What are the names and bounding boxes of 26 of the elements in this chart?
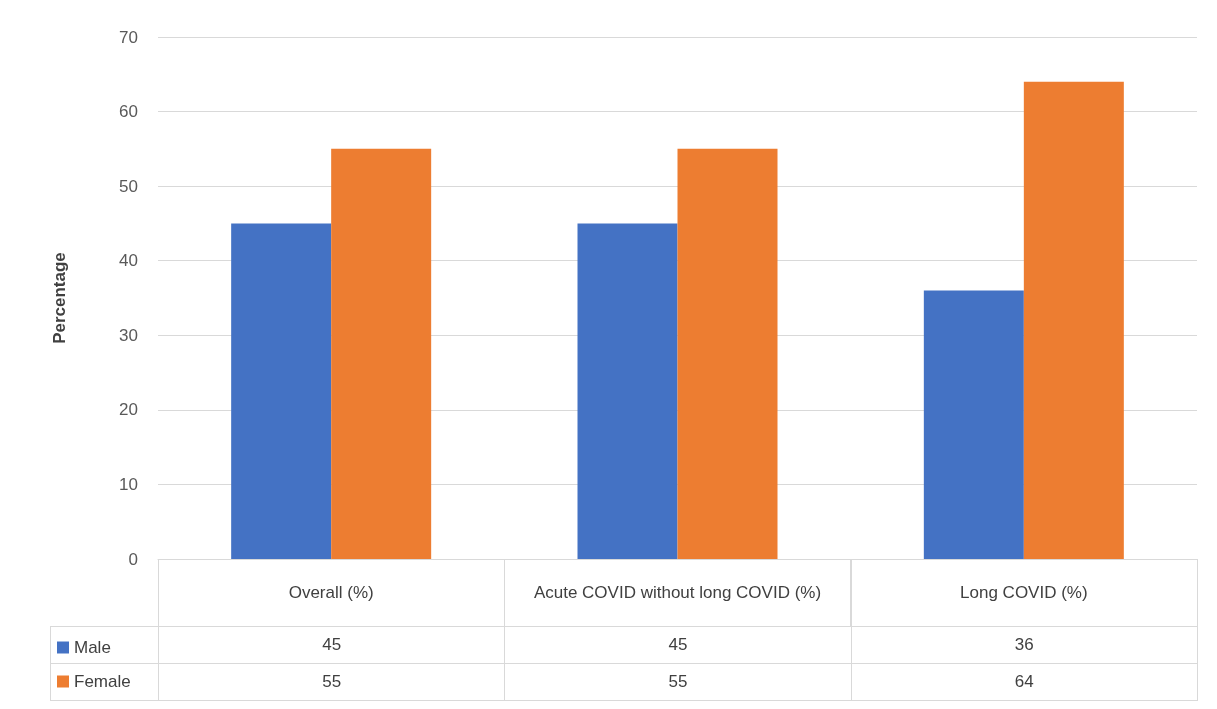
y-tick-label: 20: [119, 400, 138, 420]
bar: [677, 148, 778, 559]
data-label: 55: [504, 663, 852, 701]
bar: [231, 223, 332, 559]
y-tick-label: 10: [119, 474, 138, 494]
x-tick-label: Long COVID (%): [960, 583, 1088, 602]
y-tick-label: 60: [119, 102, 138, 122]
x-tick-label: Overall (%): [288, 583, 374, 602]
data-label: 36: [850, 626, 1198, 664]
y-tick-label: 50: [119, 176, 138, 196]
y-tick-label: 0: [128, 549, 138, 569]
bar: [923, 290, 1024, 559]
y-tick-label: 40: [119, 251, 138, 271]
y-axis-title: Percentage: [50, 252, 69, 344]
legend-label: Male: [74, 638, 111, 657]
data-label: 64: [850, 663, 1198, 701]
bar: [1023, 81, 1124, 559]
bar: [331, 148, 432, 559]
data-label: 45: [158, 626, 506, 664]
legend-label: Female: [74, 672, 131, 691]
bar: [577, 223, 678, 559]
data-label: 45: [504, 626, 852, 664]
x-tick-label: Acute COVID without long COVID (%): [533, 583, 822, 602]
y-tick-label: 30: [119, 325, 138, 345]
y-tick-label: 70: [119, 27, 138, 47]
data-label: 55: [158, 663, 506, 701]
